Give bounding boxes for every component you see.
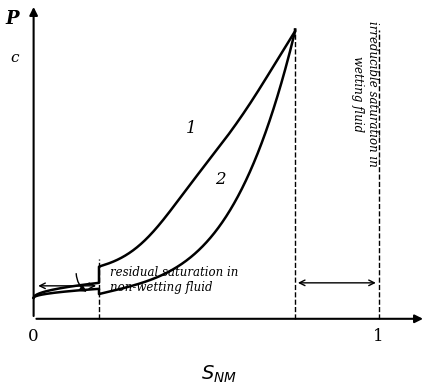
Text: $S_{NM}$: $S_{NM}$ <box>201 364 237 385</box>
Text: 2: 2 <box>215 171 226 188</box>
Text: P: P <box>6 10 19 29</box>
Text: irreducible saturation in
wetting fluid: irreducible saturation in wetting fluid <box>351 21 379 167</box>
Text: residual saturation in
non-wetting fluid: residual saturation in non-wetting fluid <box>110 266 238 295</box>
Text: c: c <box>11 51 19 65</box>
Text: 1: 1 <box>373 328 384 345</box>
Text: 0: 0 <box>28 328 39 345</box>
Text: 1: 1 <box>186 120 197 137</box>
